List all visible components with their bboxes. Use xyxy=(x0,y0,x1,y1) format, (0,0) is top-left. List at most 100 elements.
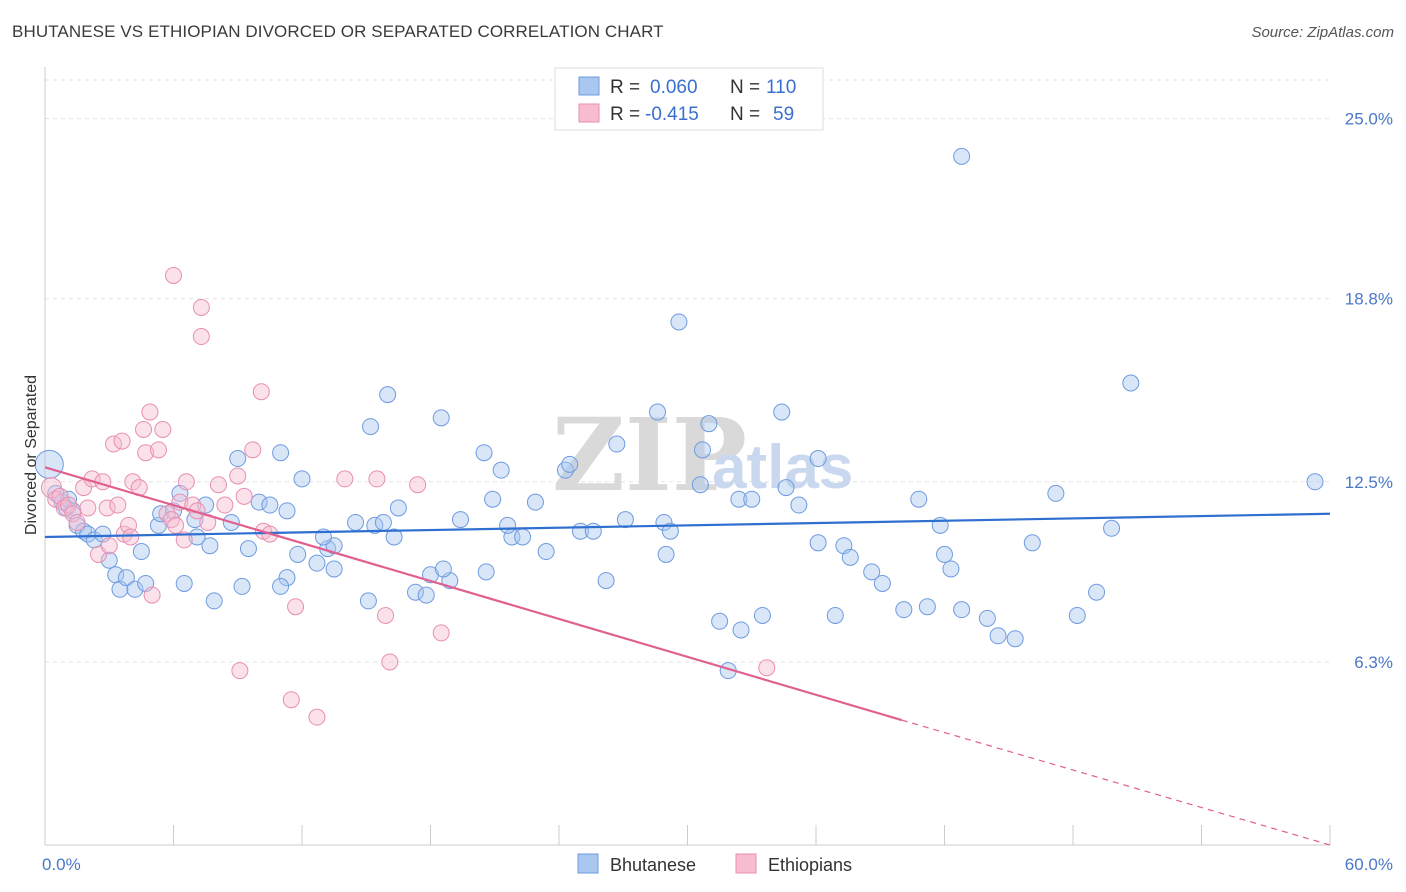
ethiopians-point-45 xyxy=(244,441,262,459)
bhutanese-point-62 xyxy=(484,490,502,508)
bhutanese-point-90 xyxy=(773,403,791,421)
ethiopians-point-33 xyxy=(175,531,193,549)
bhutanese-point-33 xyxy=(261,496,279,514)
bhutanese-point-15 xyxy=(126,580,144,598)
bhutanese-point-11 xyxy=(100,551,118,569)
ethiopians-point-54 xyxy=(377,606,395,624)
ethiopians-point-6 xyxy=(68,513,86,531)
bhutanese-point-48 xyxy=(362,418,380,436)
ethiopians-point-16 xyxy=(113,432,131,450)
bhutanese-point-67 xyxy=(526,493,544,511)
legend-r-label-1: R = xyxy=(610,77,640,98)
ethiopians-point-41 xyxy=(216,496,234,514)
ethiopians-point-56 xyxy=(409,476,427,494)
bhutanese-point-58 xyxy=(434,560,452,578)
y-tick-labels: 6.3% 12.5% 18.8% 25.0% xyxy=(1345,110,1393,672)
ethiopians-point-58 xyxy=(758,659,776,677)
y-axis-label: Divorced or Separated xyxy=(23,375,40,535)
bhutanese-point-66 xyxy=(514,528,532,546)
bhutanese-point-61 xyxy=(477,563,495,581)
bhutanese-point-35 xyxy=(278,502,296,520)
chart-title: BHUTANESE VS ETHIOPIAN DIVORCED OR SEPAR… xyxy=(12,22,664,41)
ethiopians-point-53 xyxy=(368,470,386,488)
bottom-legend-swatch-blue xyxy=(577,853,599,874)
bhutanese-point-95 xyxy=(826,606,844,624)
ethiopians-point-55 xyxy=(381,653,399,671)
bottom-legend-bhutanese: Bhutanese xyxy=(610,855,696,875)
chart-source: Source: ZipAtlas.com xyxy=(1251,24,1394,41)
trend-line-ethiopians-extension xyxy=(901,719,1331,846)
trend-line-bhutanese xyxy=(44,512,1331,539)
bhutanese-point-30 xyxy=(233,577,251,595)
bhutanese-point-17 xyxy=(132,543,150,561)
y-tick-label-0: 6.3% xyxy=(1354,653,1393,672)
bhutanese-point-50 xyxy=(379,386,397,404)
legend-n-value-1: 110 xyxy=(766,77,796,98)
ethiopians-point-49 xyxy=(282,691,300,709)
stats-legend-box xyxy=(554,67,824,131)
ethiopians-point-22 xyxy=(135,420,153,438)
bhutanese-point-88 xyxy=(743,490,761,508)
bhutanese-point-56 xyxy=(432,409,450,427)
ethiopians-point-46 xyxy=(252,383,270,401)
ethiopians-point-8 xyxy=(79,499,97,517)
axes xyxy=(44,67,1331,846)
bhutanese-point-107 xyxy=(953,147,971,165)
y-tick-label-3: 25.0% xyxy=(1345,110,1393,129)
y-tick-label-2: 18.8% xyxy=(1345,290,1393,309)
ethiopians-point-42 xyxy=(229,467,247,485)
bhutanese-point-70 xyxy=(561,455,579,473)
ethiopians-point-40 xyxy=(209,476,227,494)
bhutanese-point-83 xyxy=(700,415,718,433)
bhutanese-point-111 xyxy=(1023,534,1041,552)
grid-lines xyxy=(45,79,1330,663)
legend-n-label-2: N = xyxy=(730,104,760,125)
stats-legend: R = 0.060 N = 110 R = -0.415 N = 59 xyxy=(554,67,824,131)
bhutanese-point-78 xyxy=(657,545,675,563)
bhutanese-point-89 xyxy=(753,606,771,624)
bhutanese-point-31 xyxy=(239,540,257,558)
bhutanese-point-92 xyxy=(790,496,808,514)
bottom-legend-swatch-pink xyxy=(735,853,757,874)
ethiopians-point-52 xyxy=(336,470,354,488)
ethiopians-point-27 xyxy=(154,420,172,438)
bhutanese-point-74 xyxy=(608,435,626,453)
ethiopians-point-12 xyxy=(98,499,116,517)
bhutanese-point-84 xyxy=(711,612,729,630)
bhutanese-point-108 xyxy=(978,609,996,627)
ethiopians-point-37 xyxy=(192,298,210,316)
bhutanese-point-53 xyxy=(407,583,425,601)
bhutanese-point-26 xyxy=(201,537,219,555)
series-legend: Bhutanese Ethiopians xyxy=(577,853,852,875)
ethiopians-point-15 xyxy=(109,496,127,514)
legend-r-value-2: -0.415 xyxy=(645,104,699,125)
ethiopians-point-38 xyxy=(192,328,210,346)
bhutanese-point-117 xyxy=(1306,473,1324,491)
ethiopians-point-51 xyxy=(308,708,326,726)
bhutanese-point-93 xyxy=(809,450,827,468)
bhutanese-point-115 xyxy=(1103,519,1121,537)
bhutanese-point-19 xyxy=(152,505,170,523)
bhutanese-point-27 xyxy=(205,592,223,610)
legend-swatch-blue xyxy=(578,76,600,96)
bhutanese-point-105 xyxy=(942,560,960,578)
bhutanese-point-102 xyxy=(918,598,936,616)
bhutanese-point-110 xyxy=(1006,630,1024,648)
bhutanese-point-8 xyxy=(79,525,97,543)
bhutanese-point-109 xyxy=(989,627,1007,645)
bhutanese-point-98 xyxy=(863,563,881,581)
watermark: ZIP atlas xyxy=(552,396,853,514)
x-tick-label-0: 0.0% xyxy=(42,855,81,874)
ethiopians-point-24 xyxy=(141,403,159,421)
bhutanese-point-65 xyxy=(499,516,517,534)
bhutanese-point-76 xyxy=(649,403,667,421)
bhutanese-point-32 xyxy=(250,493,268,511)
bhutanese-point-21 xyxy=(175,574,193,592)
bhutanese-point-112 xyxy=(1047,484,1065,502)
legend-r-label-2: R = xyxy=(610,104,640,125)
ethiopians-point-20 xyxy=(124,473,142,491)
bhutanese-point-113 xyxy=(1068,606,1086,624)
bhutanese-point-116 xyxy=(1122,374,1140,392)
bhutanese-point-94 xyxy=(809,534,827,552)
x-tick-labels: 0.0% 60.0% xyxy=(42,855,1393,874)
